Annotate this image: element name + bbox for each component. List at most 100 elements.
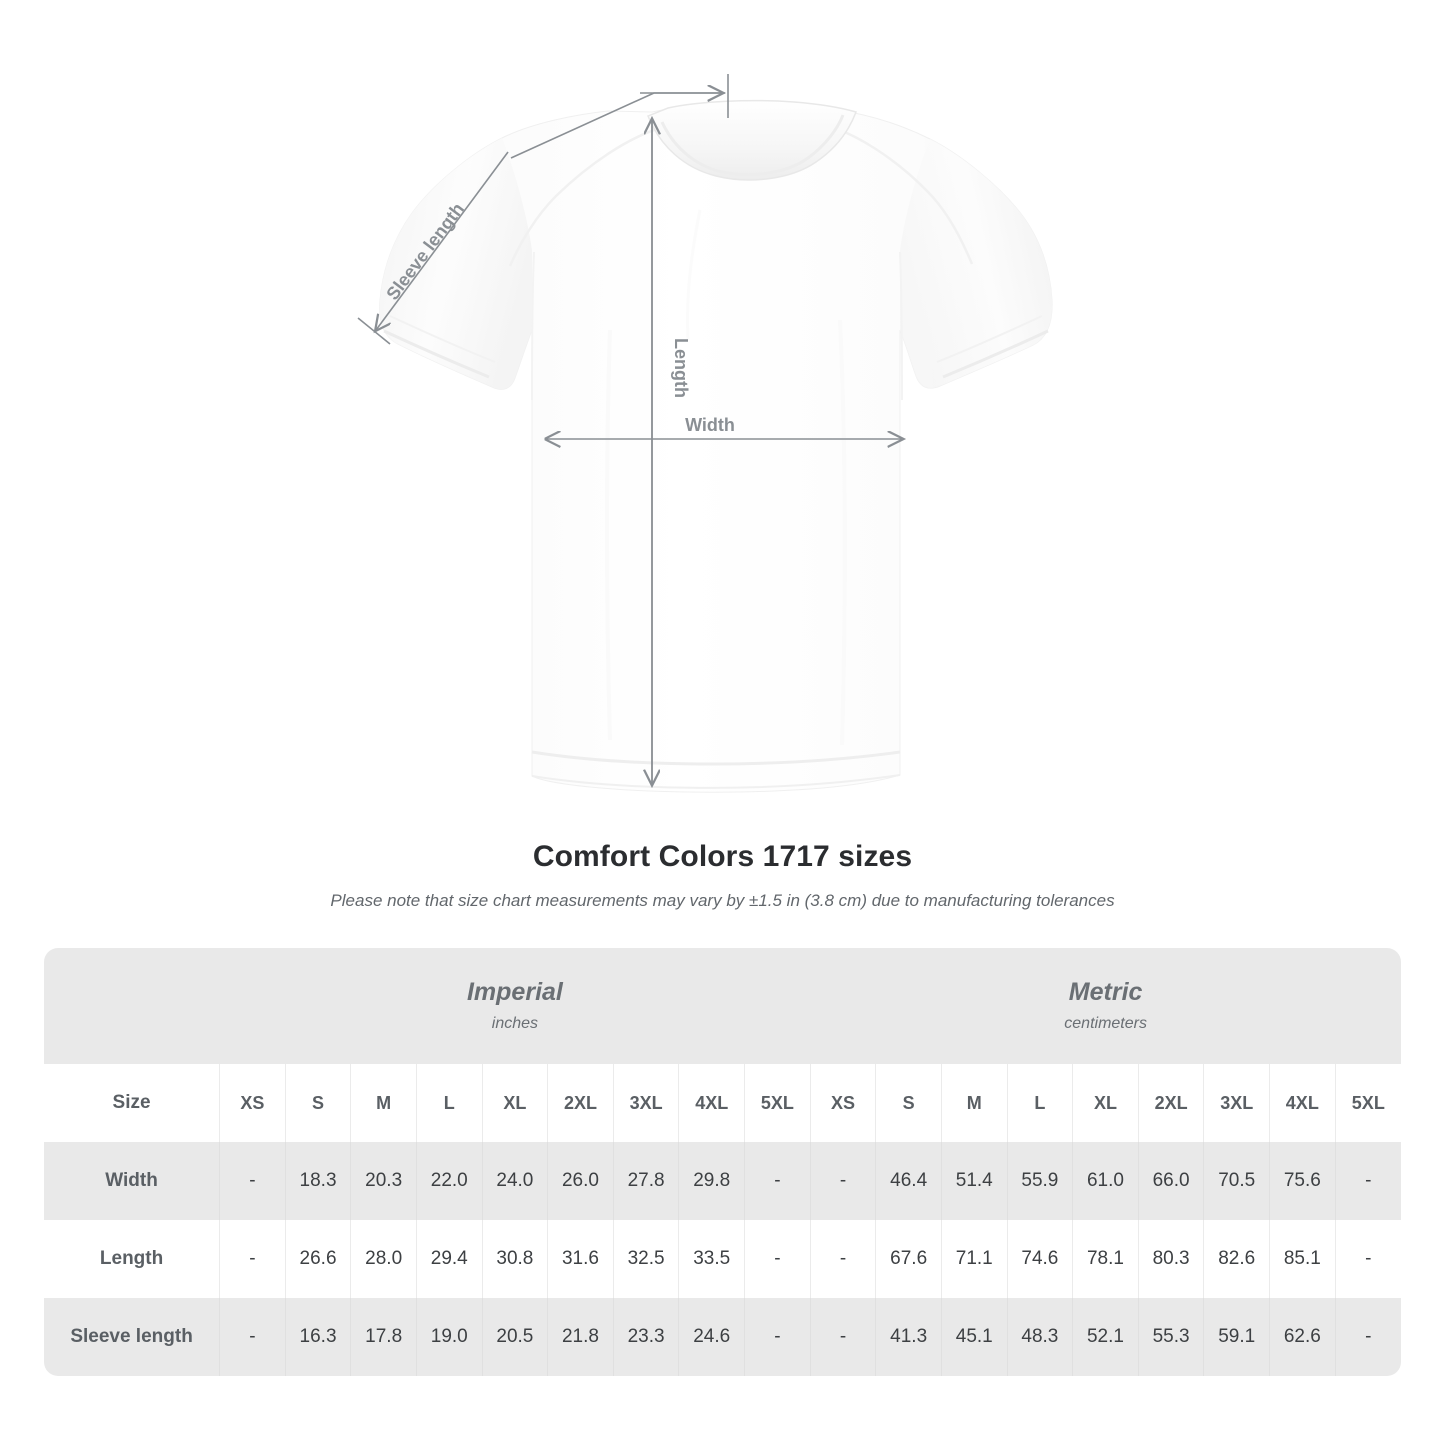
cell: -	[219, 1220, 286, 1298]
cell: 85.1	[1269, 1220, 1336, 1298]
size-header-cell: 4XL	[678, 1064, 745, 1142]
row-label-length: Length	[44, 1220, 220, 1298]
row-label-width: Width	[44, 1142, 220, 1220]
size-header-cell: XS	[809, 1064, 876, 1142]
cell: 55.3	[1137, 1298, 1204, 1376]
cell: 22.0	[415, 1142, 483, 1220]
cell: 61.0	[1072, 1142, 1139, 1220]
cell: -	[1334, 1142, 1401, 1220]
size-header-cell: S	[875, 1064, 942, 1142]
unit-banner-row: Imperial inches Metric centimeters	[44, 948, 1401, 1064]
cell: -	[219, 1298, 286, 1376]
size-header-cell: 4XL	[1269, 1064, 1336, 1142]
cell: 75.6	[1269, 1142, 1336, 1220]
size-header-cell: 5XL	[744, 1064, 811, 1142]
unit-name-metric: Metric	[1068, 978, 1143, 1006]
cell: 24.0	[481, 1142, 548, 1220]
size-header-cell: XS	[219, 1064, 286, 1142]
cell: 19.0	[415, 1298, 483, 1376]
cell: -	[744, 1298, 811, 1376]
cell: 26.0	[547, 1142, 614, 1220]
tshirt-illustration: Sleeve length Length Width	[357, 74, 1053, 793]
size-header-cell: XL	[1072, 1064, 1139, 1142]
tolerance-note: Please note that size chart measurements…	[330, 891, 1115, 910]
size-header-cell: L	[415, 1064, 483, 1142]
cell: 16.3	[284, 1298, 351, 1376]
row-label-sleeve-length: Sleeve length	[44, 1298, 220, 1376]
tshirt-diagram: Sleeve length Length Width	[357, 74, 1053, 793]
cell: 78.1	[1072, 1220, 1139, 1298]
cell: -	[809, 1142, 876, 1220]
cell: 74.6	[1006, 1220, 1073, 1298]
cell: 17.8	[350, 1298, 417, 1376]
size-chart-table-wrap: Imperial inches Metric centimeters Size …	[44, 948, 1401, 1376]
cell: 20.3	[350, 1142, 417, 1220]
cell: 24.6	[678, 1298, 745, 1376]
cell: 45.1	[940, 1298, 1008, 1376]
size-header-cell: 2XL	[1137, 1064, 1204, 1142]
cell: 28.0	[350, 1220, 417, 1298]
cell: -	[219, 1142, 286, 1220]
size-header-cell: 5XL	[1334, 1064, 1401, 1142]
size-header-label: Size	[44, 1064, 220, 1142]
cell: 30.8	[481, 1220, 548, 1298]
cell: 80.3	[1137, 1220, 1204, 1298]
sleeve-length-annotation	[357, 74, 729, 345]
title-block: Comfort Colors 1717 sizes Please note th…	[0, 838, 1445, 912]
size-header-cell: 3XL	[1203, 1064, 1270, 1142]
size-header-cell: M	[940, 1064, 1008, 1142]
cell: -	[809, 1298, 876, 1376]
cell: 21.8	[547, 1298, 614, 1376]
cell: -	[1334, 1220, 1401, 1298]
unit-banner-spacer	[44, 948, 220, 1064]
cell: 41.3	[875, 1298, 942, 1376]
size-header-cell: L	[1006, 1064, 1073, 1142]
size-header-cell: 2XL	[547, 1064, 614, 1142]
cell: 26.6	[284, 1220, 351, 1298]
tshirt-body	[379, 99, 1053, 793]
size-chart-table: Imperial inches Metric centimeters Size …	[44, 948, 1401, 1376]
cell: 29.4	[415, 1220, 483, 1298]
width-label: Width	[685, 415, 735, 435]
size-header-cell: 3XL	[612, 1064, 679, 1142]
cell: 32.5	[612, 1220, 679, 1298]
length-label: Length	[671, 338, 691, 398]
cell: 55.9	[1006, 1142, 1073, 1220]
cell: 62.6	[1269, 1298, 1336, 1376]
cell: 52.1	[1072, 1298, 1139, 1376]
cell: 66.0	[1137, 1142, 1204, 1220]
size-header-cell: S	[284, 1064, 351, 1142]
page-title: Comfort Colors 1717 sizes	[532, 840, 913, 873]
table-row: Length - 26.6 28.0 29.4 30.8 31.6 32.5 3…	[44, 1220, 1401, 1298]
cell: 29.8	[678, 1142, 745, 1220]
size-header-cell: M	[350, 1064, 417, 1142]
cell: 48.3	[1006, 1298, 1073, 1376]
cell: -	[1334, 1298, 1401, 1376]
cell: 20.5	[481, 1298, 548, 1376]
unit-banner-imperial: Imperial inches	[219, 948, 811, 1064]
table-row: Sleeve length - 16.3 17.8 19.0 20.5 21.8…	[44, 1298, 1401, 1376]
cell: 67.6	[875, 1220, 942, 1298]
size-header-row: Size XS S M L XL 2XL 3XL 4XL 5XL XS S M …	[44, 1064, 1401, 1142]
cell: 59.1	[1203, 1298, 1270, 1376]
cell: 23.3	[612, 1298, 679, 1376]
cell: 27.8	[612, 1142, 679, 1220]
cell: 51.4	[940, 1142, 1008, 1220]
cell: -	[809, 1220, 876, 1298]
unit-sub-imperial: inches	[491, 1015, 539, 1032]
cell: -	[744, 1142, 811, 1220]
cell: 18.3	[284, 1142, 351, 1220]
cell: 70.5	[1203, 1142, 1270, 1220]
cell: 82.6	[1203, 1220, 1270, 1298]
unit-name-imperial: Imperial	[466, 978, 563, 1006]
cell: 31.6	[547, 1220, 614, 1298]
measurement-annotations	[357, 74, 902, 784]
cell: 46.4	[875, 1142, 942, 1220]
cell: -	[744, 1220, 811, 1298]
table-row: Width - 18.3 20.3 22.0 24.0 26.0 27.8 29…	[44, 1142, 1401, 1220]
cell: 71.1	[940, 1220, 1008, 1298]
unit-banner-metric: Metric centimeters	[810, 948, 1401, 1064]
cell: 33.5	[678, 1220, 745, 1298]
unit-sub-metric: centimeters	[1064, 1015, 1147, 1032]
size-header-cell: XL	[481, 1064, 548, 1142]
